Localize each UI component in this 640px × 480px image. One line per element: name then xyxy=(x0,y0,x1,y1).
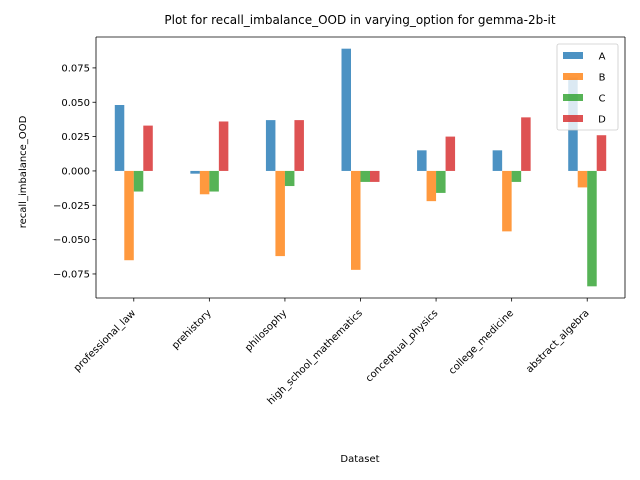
x-tick-label: prehistory xyxy=(170,308,214,352)
legend-swatch-C xyxy=(563,94,583,101)
x-tick-label: college_medicine xyxy=(447,308,516,377)
bar-D-philosophy xyxy=(294,120,304,171)
bar-B-professional_law xyxy=(124,170,134,261)
legend-swatch-A xyxy=(563,52,583,59)
bar-C-high_school_mathematics xyxy=(360,170,370,182)
bar-A-conceptual_physics xyxy=(417,150,427,171)
x-tick-label: professional_law xyxy=(72,308,138,374)
y-axis-title: recall_imbalance_OOD xyxy=(18,115,29,228)
legend-label-A: A xyxy=(599,52,606,63)
chart-title: Plot for recall_imbalance_OOD in varying… xyxy=(164,13,555,27)
legend-box xyxy=(556,43,619,131)
x-tick-label: philosophy xyxy=(243,308,289,354)
bar-B-prehistory xyxy=(199,170,210,195)
bar-C-prehistory xyxy=(209,170,219,192)
x-axis-title: Dataset xyxy=(340,454,379,465)
bar-A-college_medicine xyxy=(492,150,503,171)
bar-D-prehistory xyxy=(218,121,229,171)
bar-B-abstract_algebra xyxy=(577,170,588,188)
y-tick-label: 0.075 xyxy=(61,63,90,74)
legend-label-C: C xyxy=(599,94,606,105)
plot-area: −0.075 −0.050 −0.025 0.000 0.025 0.050 0.075 pr… xyxy=(53,36,626,407)
bar-D-high_school_mathematics xyxy=(370,170,380,182)
y-tick-label: 0.050 xyxy=(61,98,90,109)
y-tick-label: 0.025 xyxy=(61,132,90,143)
y-tick-label: −0.050 xyxy=(53,235,90,246)
bar-C-conceptual_physics xyxy=(436,170,446,193)
bar-D-abstract_algebra xyxy=(596,135,607,171)
legend-label-B: B xyxy=(599,73,606,84)
y-tick-label: 0.000 xyxy=(61,166,90,177)
x-tick-label: abstract_algebra xyxy=(524,308,591,375)
bar-C-philosophy xyxy=(284,170,295,187)
y-tick-label: −0.025 xyxy=(53,201,90,212)
bar-A-high_school_mathematics xyxy=(341,48,351,171)
bar-D-conceptual_physics xyxy=(445,136,456,171)
y-tick-label: −0.075 xyxy=(53,269,90,280)
bar-C-college_medicine xyxy=(511,170,522,182)
bar-B-philosophy xyxy=(275,170,285,257)
legend-swatch-D xyxy=(563,115,583,122)
bar-D-professional_law xyxy=(143,125,153,171)
bar-C-abstract_algebra xyxy=(587,170,597,287)
legend-swatch-B xyxy=(563,73,583,80)
x-tick-label: conceptual_physics xyxy=(364,308,441,385)
bar-A-professional_law xyxy=(114,105,125,171)
bar-B-high_school_mathematics xyxy=(351,170,361,270)
bar-B-conceptual_physics xyxy=(426,170,437,202)
bar-A-prehistory xyxy=(190,170,200,174)
bar-B-college_medicine xyxy=(502,170,512,232)
bar-D-college_medicine xyxy=(521,117,531,171)
legend-label-D: D xyxy=(598,115,606,126)
bar-C-professional_law xyxy=(133,170,144,192)
bar-A-philosophy xyxy=(265,120,276,171)
